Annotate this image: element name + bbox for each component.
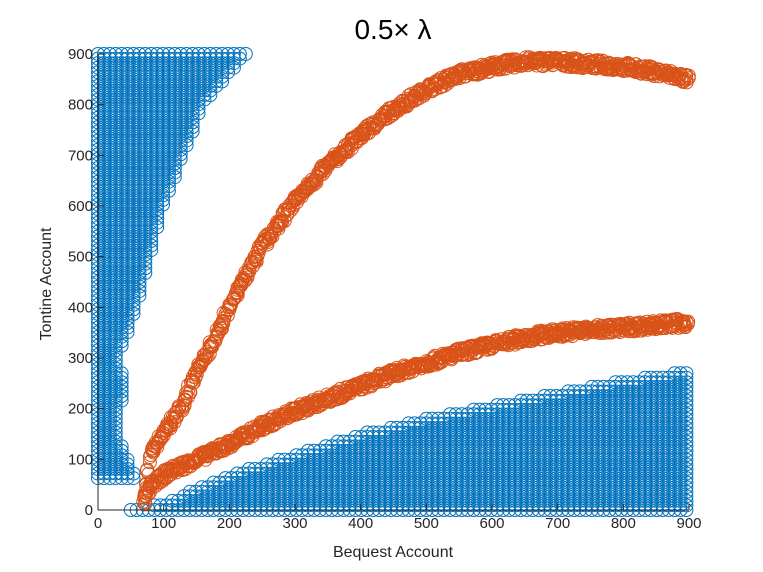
data-point — [679, 466, 694, 481]
x-tick-label: 700 — [545, 515, 570, 532]
x-tick-label: 600 — [479, 515, 504, 532]
data-point — [679, 393, 694, 408]
data-point — [126, 471, 141, 486]
series-1 — [136, 50, 696, 512]
data-point — [679, 452, 694, 467]
data-point — [679, 416, 694, 431]
y-tick-label: 400 — [68, 299, 93, 316]
data-point — [679, 493, 694, 508]
axes: 0 100 200 300 400 500 600 700 800 900 0 100 200 300 40… — [68, 46, 702, 532]
data-point — [679, 370, 694, 385]
series-0-region-1 — [123, 366, 694, 517]
data-point — [679, 434, 694, 449]
data-point — [189, 367, 204, 382]
data-point — [679, 384, 694, 399]
data-point — [679, 448, 694, 463]
data-point — [679, 480, 694, 495]
data-point — [220, 308, 235, 323]
data-point — [679, 314, 694, 329]
series-1-curve-1 — [137, 312, 696, 510]
data-point — [679, 443, 694, 458]
x-tick-label: 500 — [414, 515, 439, 532]
series-1-curve-0 — [136, 50, 696, 512]
data-point — [679, 366, 694, 381]
data-point — [679, 430, 694, 444]
data-point — [212, 318, 227, 333]
y-tick-label: 600 — [68, 198, 93, 215]
y-tick-label: 500 — [68, 249, 93, 266]
data-point — [679, 411, 694, 426]
data-point — [108, 471, 123, 486]
data-point — [677, 319, 692, 334]
data-point — [146, 445, 161, 460]
data-point — [242, 264, 257, 279]
y-axis-label: Tontine Account — [38, 227, 55, 341]
data-point — [177, 392, 192, 407]
x-tick-label: 800 — [611, 515, 636, 532]
data-point — [679, 457, 694, 472]
data-point — [320, 387, 335, 402]
x-tick-label: 0 — [94, 515, 102, 532]
data-point — [679, 498, 694, 513]
y-tick-label: 800 — [68, 97, 93, 114]
data-point — [150, 440, 165, 455]
data-point — [679, 475, 694, 490]
data-point — [679, 75, 694, 90]
data-point — [679, 402, 694, 417]
data-point — [679, 425, 694, 440]
data-point — [679, 471, 694, 486]
data-point — [679, 407, 694, 422]
y-tick-label: 200 — [68, 401, 93, 418]
data-point — [174, 402, 189, 417]
data-point — [679, 379, 694, 394]
data-point — [114, 471, 129, 486]
data-point — [679, 439, 694, 454]
data-point — [679, 389, 694, 403]
y-tick-label: 900 — [68, 46, 93, 63]
data-point — [177, 397, 192, 412]
data-point — [679, 420, 694, 435]
data-point — [178, 393, 193, 407]
x-tick-label: 300 — [282, 515, 307, 532]
plot-area — [91, 47, 696, 517]
series-0 — [91, 47, 694, 517]
data-point — [120, 471, 135, 486]
y-tick-label: 0 — [85, 502, 93, 519]
data-point — [202, 347, 217, 361]
x-tick-label: 900 — [676, 515, 701, 532]
data-point — [679, 484, 694, 499]
data-point — [240, 424, 255, 439]
data-point — [282, 198, 297, 213]
x-tick-label: 100 — [151, 515, 176, 532]
data-point — [679, 398, 694, 413]
data-point — [679, 462, 694, 476]
x-axis-label: Bequest Account — [333, 544, 454, 561]
y-tick-label: 100 — [68, 451, 93, 468]
data-point — [680, 316, 695, 331]
data-point — [679, 489, 694, 504]
y-tick-label: 700 — [68, 147, 93, 164]
y-tick-label: 300 — [68, 350, 93, 367]
x-tick-label: 200 — [217, 515, 242, 532]
data-point — [679, 375, 694, 390]
chart-title: 0.5× λ — [354, 14, 431, 45]
data-point — [102, 471, 117, 486]
data-point — [96, 471, 111, 486]
x-tick-label: 400 — [348, 515, 373, 532]
